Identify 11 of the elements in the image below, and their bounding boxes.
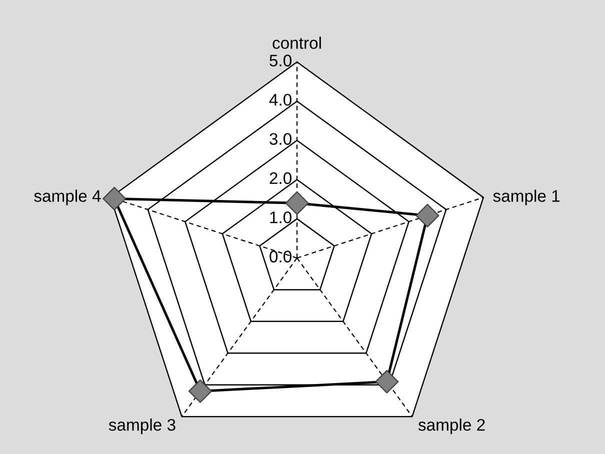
y-tick-label: 1.0 [270,211,292,224]
y-tick-label: 4.0 [269,94,292,106]
y-tick-label: 0.0 [270,250,292,262]
y-tick-label: 3.0 [270,133,292,145]
spoke-label: control [272,36,321,49]
spoke-label: sample 2 [418,418,485,434]
spoke-label: sample 4 [34,190,101,206]
y-tick-label: 5.0 [270,54,292,66]
spoke-label: sample 1 [493,190,560,206]
spoke-label: sample 3 [108,418,176,434]
y-tick-label: 2.0 [270,172,292,184]
